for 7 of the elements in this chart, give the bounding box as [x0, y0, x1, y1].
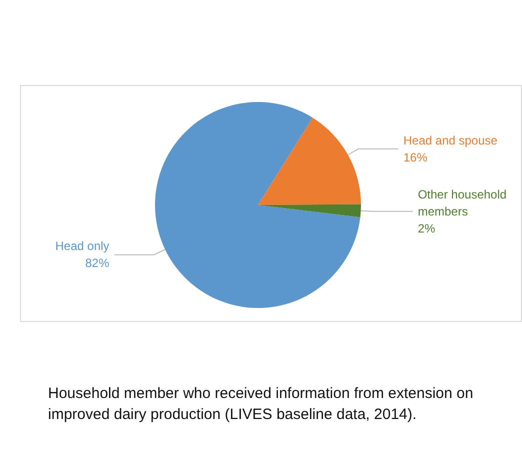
slice-label: Head only	[55, 239, 110, 254]
text: Household member who received information from extension on improved dairy production (LIVES baseline data, 2014).	[48, 385, 478, 423]
slice-label: Other household members	[418, 187, 510, 218]
slice-label: Head and spouse	[403, 133, 498, 148]
data-label: 2%	[418, 221, 436, 236]
data-label: 16%	[403, 150, 428, 164]
data-label: 82%	[85, 256, 110, 270]
